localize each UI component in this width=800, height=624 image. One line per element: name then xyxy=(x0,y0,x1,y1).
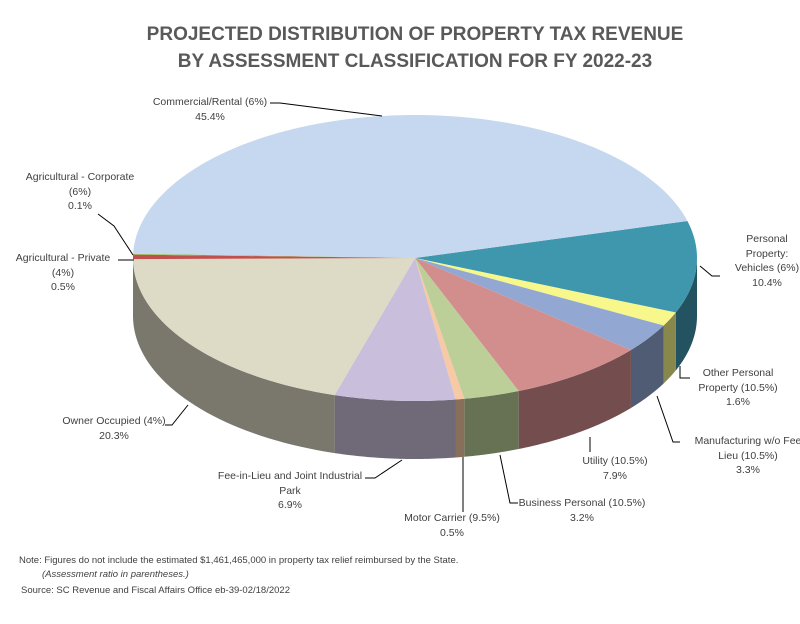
leader-line-manufacturing xyxy=(656,395,680,443)
leader-line-agri-corporate xyxy=(97,213,134,256)
label-name: Fee-in-Lieu and Joint Industrial xyxy=(217,470,363,482)
label-name: Vehicles (6%) xyxy=(734,262,800,274)
slice-personal-property-vehicles-6 xyxy=(415,220,697,313)
label-name: (6%) xyxy=(68,185,92,198)
label-name: Motor Carrier (9.5%) xyxy=(404,512,500,524)
label-name: Other Personal xyxy=(702,367,774,379)
label-name: Park xyxy=(279,484,301,497)
slice-other-personal-property-10-5 xyxy=(415,258,676,326)
label-name: Property (10.5%) xyxy=(698,381,778,394)
slice-utility-10-5 xyxy=(415,258,631,391)
label-pct: 3.3% xyxy=(736,464,760,476)
label-pct: 45.4% xyxy=(195,110,225,123)
label-pct: 10.4% xyxy=(752,276,782,289)
slice-fee-in-lieu-and-joint-industrial-park-side xyxy=(334,395,456,459)
slice-personal-property-vehicles-6-side xyxy=(675,258,697,371)
label-other-personal: Other Personal Property (10.5%) 1.6% xyxy=(698,366,777,410)
label-pct: 3.2% xyxy=(570,511,594,524)
footnote-ratio: (Assessment ratio in parentheses.) xyxy=(42,569,189,580)
slice-business-personal-10-5 xyxy=(415,258,519,399)
slice-fee-in-lieu-and-joint-industrial-park xyxy=(334,258,456,401)
slice-manufacturing-w-o-fee-lieu-10-5-side xyxy=(630,325,664,408)
slice-other-personal-property-10-5-side xyxy=(663,312,676,384)
label-vehicles: Personal Property: Vehicles (6%) 10.4% xyxy=(735,232,799,290)
label-pct: 1.6% xyxy=(726,396,750,408)
label-name: Property: xyxy=(745,247,789,260)
chart-title-line-2: BY ASSESSMENT CLASSIFICATION FOR FY 2022… xyxy=(177,51,653,72)
leader-line-business xyxy=(499,454,518,504)
label-name: Agricultural - Private xyxy=(15,252,111,264)
slice-agricultural-corporate-6 xyxy=(133,253,415,258)
leader-line-owner xyxy=(165,404,189,426)
footnote: Note: Figures do not include the estimat… xyxy=(19,555,459,566)
leader-line-vehicles xyxy=(699,265,720,277)
label-name: Personal xyxy=(746,233,788,245)
label-pct: 0.5% xyxy=(51,281,75,293)
slice-motor-carrier-9-5 xyxy=(415,258,465,400)
slice-commercial-rental-6 xyxy=(133,115,688,259)
label-fee-in-lieu: Fee-in-Lieu and Joint Industrial Park 6.9% xyxy=(218,469,362,513)
label-agri-private: Agricultural - Private (4%) 0.5% xyxy=(16,251,111,295)
slice-business-personal-10-5-side xyxy=(464,390,519,457)
label-pct: 6.9% xyxy=(278,499,302,511)
leader-line-commercial xyxy=(270,102,383,117)
label-manufacturing: Manufacturing w/o Fee Lieu (10.5%) 3.3% xyxy=(695,434,800,478)
label-name: Business Personal (10.5%) xyxy=(518,497,646,509)
label-name: Lieu (10.5%) xyxy=(718,449,778,462)
label-name: Manufacturing w/o Fee xyxy=(694,435,800,447)
slice-utility-10-5-side xyxy=(518,349,631,449)
label-name: Utility (10.5%) xyxy=(582,455,648,467)
label-pct: 20.3% xyxy=(99,429,129,442)
label-commercial: Commercial/Rental (6%) 45.4% xyxy=(153,95,267,124)
leader-line-fee-in-lieu xyxy=(365,459,403,479)
label-name: Commercial/Rental (6%) xyxy=(152,96,268,108)
slice-motor-carrier-9-5-side xyxy=(455,398,465,458)
label-owner-occupied: Owner Occupied (4%) 20.3% xyxy=(62,414,165,443)
label-pct: 7.9% xyxy=(603,469,627,482)
source-note: Source: SC Revenue and Fiscal Affairs Of… xyxy=(21,585,290,596)
slice-agricultural-private-4 xyxy=(133,254,416,260)
leader-line-other-personal xyxy=(679,366,690,379)
slice-owner-occupied-4-side xyxy=(133,259,335,454)
chart-title-line-1: PROJECTED DISTRIBUTION OF PROPERTY TAX R… xyxy=(146,24,684,45)
label-pct: 0.1% xyxy=(68,200,92,212)
label-business-personal: Business Personal (10.5%) 3.2% xyxy=(519,496,646,525)
label-motor-carrier: Motor Carrier (9.5%) 0.5% xyxy=(404,511,500,540)
leader-lines xyxy=(97,102,720,512)
label-name: Owner Occupied (4%) xyxy=(62,415,166,427)
label-name: Agricultural - Corporate xyxy=(25,171,135,183)
label-name: (4%) xyxy=(51,266,75,279)
label-agri-corporate: Agricultural - Corporate (6%) 0.1% xyxy=(26,170,135,214)
slice-owner-occupied-4 xyxy=(133,258,415,396)
slice-manufacturing-w-o-fee-lieu-10-5 xyxy=(415,258,664,350)
label-utility: Utility (10.5%) 7.9% xyxy=(582,454,647,483)
label-pct: 0.5% xyxy=(440,526,464,539)
